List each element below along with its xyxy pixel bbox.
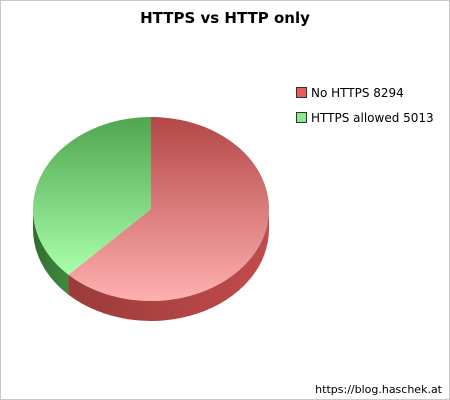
pie-slice-https-allowed bbox=[33, 117, 152, 275]
legend-item-https-allowed: HTTPS allowed 5013 bbox=[296, 111, 434, 125]
legend-item-no-https: No HTTPS 8294 bbox=[296, 86, 434, 100]
legend-label-https-allowed: HTTPS allowed 5013 bbox=[311, 111, 434, 125]
legend: No HTTPS 8294 HTTPS allowed 5013 bbox=[296, 86, 434, 136]
pie-slice-side-https-allowed bbox=[32, 209, 69, 295]
credit-text: https://blog.haschek.at bbox=[315, 383, 442, 396]
legend-swatch-https-allowed bbox=[296, 112, 307, 123]
pie-slice-side-no-https bbox=[68, 209, 269, 321]
pie-slice-no-https bbox=[68, 117, 270, 302]
legend-label-no-https: No HTTPS 8294 bbox=[311, 86, 404, 100]
pie-top-layer bbox=[33, 117, 270, 302]
legend-swatch-no-https bbox=[296, 87, 307, 98]
chart-title: HTTPS vs HTTP only bbox=[140, 9, 310, 27]
pie-side-layer bbox=[32, 209, 269, 321]
